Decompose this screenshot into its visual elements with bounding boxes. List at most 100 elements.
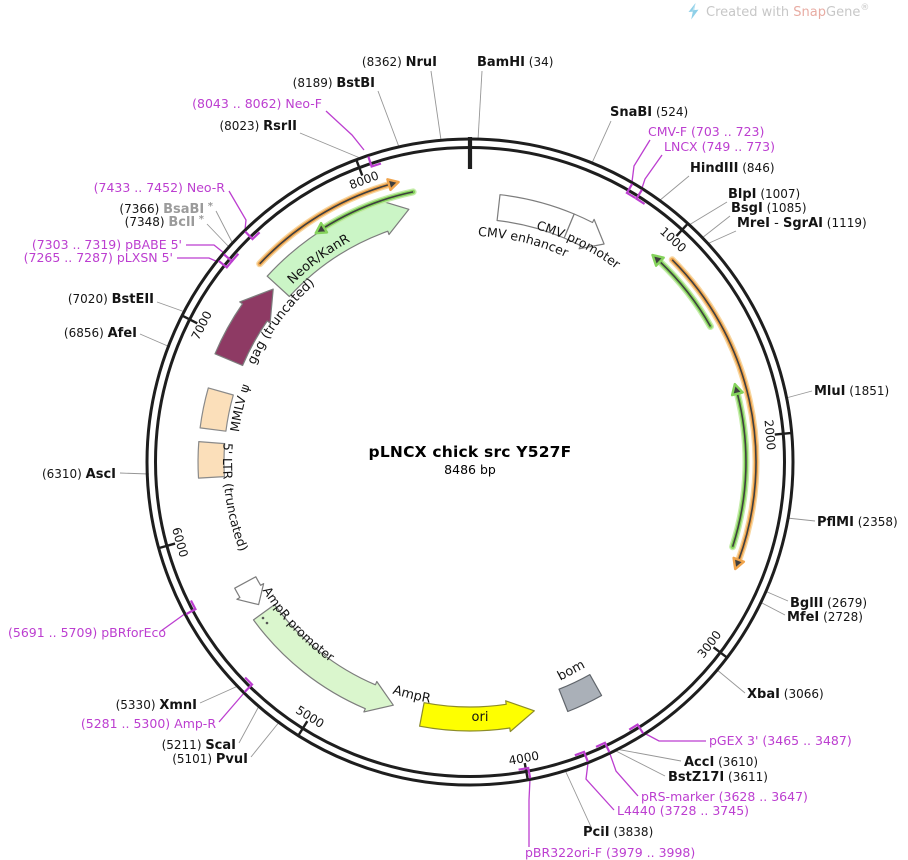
site-label-mrei-sgrai[interactable]: MreI - SgrAI (1119) xyxy=(737,216,867,231)
primer-site-tick-cmv-f xyxy=(625,183,636,199)
site-label-acci[interactable]: AccI (3610) xyxy=(684,755,758,770)
site-label-rsrii[interactable]: (8023) RsrII xyxy=(219,119,297,134)
site-label-plxsn-5[interactable]: (7265 .. 7287) pLXSN 5' xyxy=(24,250,173,265)
mmlv-psi-label[interactable]: MMLV ψ xyxy=(227,382,253,433)
leader-line-bcli xyxy=(206,223,231,249)
site-label-l4440[interactable]: L4440 (3728 .. 3745) xyxy=(617,803,749,818)
leader-line-rsrii xyxy=(299,132,361,159)
primer-site-tick-neo-r xyxy=(244,230,261,241)
site-label-neo-r[interactable]: (7433 .. 7452) Neo-R xyxy=(94,180,226,195)
leader-line-xbai xyxy=(715,668,746,694)
orf-top-reverse-orf-arrow[interactable] xyxy=(314,188,417,235)
ori-label[interactable]: ori xyxy=(472,710,489,725)
ori-feature[interactable] xyxy=(419,700,535,733)
cmv-promoter-feature[interactable] xyxy=(563,213,605,250)
leader-line-amp-r xyxy=(218,692,245,723)
leader-line-pbr322ori-f xyxy=(528,778,531,847)
site-label-afei[interactable]: (6856) AfeI xyxy=(64,326,137,341)
scale-tick-3000 xyxy=(712,646,728,659)
leader-line-scai xyxy=(238,705,260,744)
leader-line-neo-r xyxy=(228,190,247,231)
site-label-bsabi[interactable]: (7366) BsaBI * xyxy=(119,201,213,217)
snapgene-watermark: Created with SnapGene® xyxy=(686,3,869,20)
mmlv-psi-feature[interactable] xyxy=(199,387,234,432)
site-label-lncx[interactable]: LNCX (749 .. 773) xyxy=(664,139,775,154)
site-label-snabi[interactable]: SnaBI (524) xyxy=(610,105,688,120)
site-label-bamhi[interactable]: BamHI (34) xyxy=(477,55,553,70)
watermark-text: Created with SnapGene® xyxy=(706,3,870,20)
site-label-neo-f[interactable]: (8043 .. 8062) Neo-F xyxy=(192,96,322,111)
scale-tick-6000 xyxy=(158,542,176,550)
orf-right-rev-2-orf-arrow[interactable] xyxy=(729,382,750,551)
site-label-bstz17i[interactable]: BstZ17I (3611) xyxy=(668,770,768,785)
orf-right-rev-1-orf-arrow[interactable] xyxy=(651,253,714,330)
leader-line-mfei xyxy=(759,601,786,616)
ampr-feature[interactable] xyxy=(252,604,394,713)
site-label-cmv-f[interactable]: CMV-F (703 .. 723) xyxy=(648,124,764,139)
leader-line-bsabi xyxy=(215,210,234,245)
five-ltr-label[interactable]: 5' LTR (truncated) xyxy=(220,442,251,553)
leader-line-bstbi xyxy=(377,90,400,148)
site-label-blpi[interactable]: BlpI (1007) xyxy=(728,187,800,202)
neor-kanr-feature[interactable] xyxy=(266,199,410,298)
five-prime-ltr-feature[interactable] xyxy=(197,441,226,479)
site-label-nrui[interactable]: (8362) NruI xyxy=(362,55,437,70)
site-label-mfei[interactable]: MfeI (2728) xyxy=(787,610,863,625)
site-label-pflmi[interactable]: PflMI (2358) xyxy=(817,515,898,530)
leader-line-bsgi xyxy=(701,215,731,239)
site-label-bcli[interactable]: (7348) BclI * xyxy=(125,214,205,230)
snapgene-logo-icon xyxy=(688,3,699,20)
scale-tick-label-6000: 6000 xyxy=(169,526,191,559)
site-label-pbabe-5[interactable]: (7303 .. 7319) pBABE 5' xyxy=(32,237,182,252)
scale-tick-1000 xyxy=(675,222,689,237)
site-label-scai[interactable]: (5211) ScaI xyxy=(162,738,236,753)
site-label-amp-r[interactable]: (5281 .. 5300) Amp-R xyxy=(81,716,216,731)
primer-site-tick-l4440 xyxy=(574,750,589,763)
site-label-bglii[interactable]: BglII (2679) xyxy=(790,596,867,611)
orf-right-forward-orf-arrow[interactable] xyxy=(668,256,760,571)
plasmid-name: pLNCX chick src Y527F xyxy=(368,443,572,461)
primer-site-tick-pbr322ori-f xyxy=(518,766,532,779)
scale-tick-5000 xyxy=(297,720,309,737)
gag-truncated-feature[interactable] xyxy=(214,288,274,367)
primer-site-tick-neo-f xyxy=(367,156,382,168)
site-label-pgex-3[interactable]: pGEX 3' (3465 .. 3487) xyxy=(709,733,852,748)
site-label-pbrforeco[interactable]: (5691 .. 5709) pBRforEco xyxy=(8,625,166,640)
leader-line-blpi xyxy=(688,201,728,226)
leader-line-l4440 xyxy=(585,762,615,811)
bom-feature[interactable] xyxy=(558,674,603,713)
leader-line-bglii xyxy=(764,590,789,602)
scale-tick-2000 xyxy=(774,431,792,436)
ampr-label[interactable]: AmpR xyxy=(391,683,432,707)
leader-line-mrei-sgrai xyxy=(706,230,737,245)
primer-site-tick-pbrforeco xyxy=(185,599,197,616)
site-label-mlui[interactable]: MluI (1851) xyxy=(814,384,889,399)
site-label-asci[interactable]: (6310) AscI xyxy=(42,467,116,482)
plasmid-length: 8486 bp xyxy=(444,462,496,477)
leader-line-acci xyxy=(615,748,682,762)
primer-site-tick-amp-r xyxy=(243,676,254,693)
site-label-pcii[interactable]: PciI (3838) xyxy=(583,825,653,840)
site-label-bsteii[interactable]: (7020) BstEII xyxy=(68,292,154,307)
site-label-xmni[interactable]: (5330) XmnI xyxy=(116,698,197,713)
plasmid-title-block: pLNCX chick src Y527F 8486 bp xyxy=(369,443,572,477)
site-label-bstbi[interactable]: (8189) BstBI xyxy=(293,76,375,91)
site-label-pvui[interactable]: (5101) PvuI xyxy=(172,752,248,767)
leader-line-pvui xyxy=(250,720,281,758)
site-label-pbr322ori-f[interactable]: pBR322ori-F (3979 .. 3998) xyxy=(525,845,695,860)
leader-line-nrui xyxy=(430,70,442,141)
site-label-prs-marker[interactable]: pRS-marker (3628 .. 3647) xyxy=(641,789,808,804)
scale-tick-4000 xyxy=(523,762,529,781)
site-label-xbai[interactable]: XbaI (3066) xyxy=(747,687,824,702)
leader-line-neo-f xyxy=(325,110,365,151)
leader-line-pbabe-5 xyxy=(186,244,225,254)
leader-line-bsteii xyxy=(156,301,186,313)
leader-line-mlui xyxy=(785,390,813,399)
site-label-hindiii[interactable]: HindIII (846) xyxy=(690,161,775,176)
scale-tick-label-3000: 3000 xyxy=(695,628,725,661)
scale-tick-label-2000: 2000 xyxy=(761,419,778,451)
ampr-promoter-feature[interactable] xyxy=(234,576,265,606)
site-label-bsgi[interactable]: BsgI (1085) xyxy=(731,201,807,216)
orf-top-forward-orf-arrow[interactable] xyxy=(256,178,400,268)
